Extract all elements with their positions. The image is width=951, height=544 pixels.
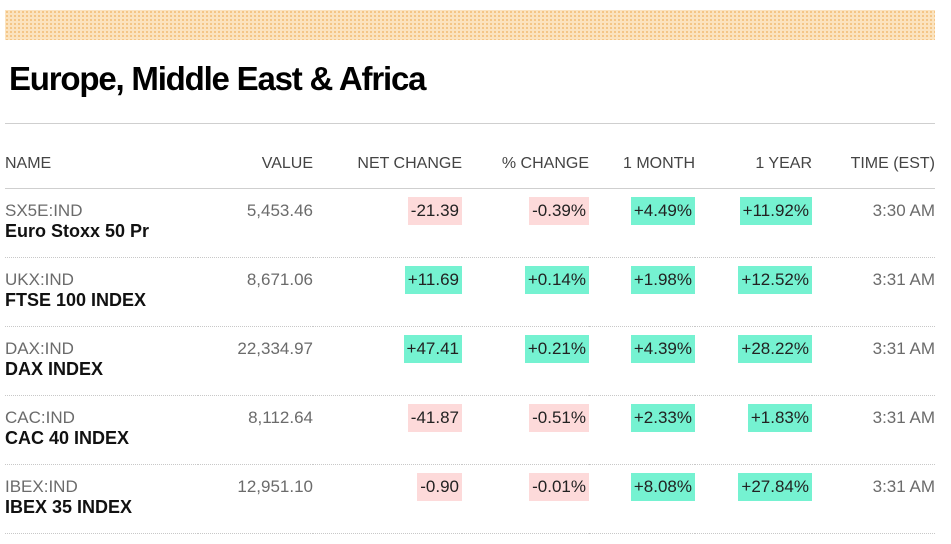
col-header-1-year[interactable]: 1 YEAR [695, 140, 812, 189]
one-year-change-badge: +28.22% [738, 335, 812, 363]
net-change-badge: +11.69 [404, 266, 462, 294]
cell-net-change: -21.39 [313, 188, 462, 258]
cell-name: DAX:IND DAX INDEX [5, 326, 198, 396]
index-name-link[interactable]: DAX INDEX [5, 359, 104, 379]
net-change-badge: +47.41 [403, 335, 462, 363]
pct-change-badge: +0.21% [524, 335, 589, 363]
cell-pct-change: -0.51% [462, 395, 589, 465]
cell-one-month-change: +2.33% [589, 395, 695, 465]
table-row[interactable]: DAX:IND DAX INDEX 22,334.97 +47.41 +0.21% +4.… [5, 326, 935, 396]
cell-pct-change: -0.01% [462, 464, 589, 534]
cell-name: IBEX:IND IBEX 35 INDEX [5, 464, 198, 534]
cell-one-month-change: +4.49% [589, 188, 695, 258]
cell-one-year-change: +12.52% [695, 257, 812, 327]
cell-pct-change: -0.39% [462, 188, 589, 258]
cell-name: UKX:IND FTSE 100 INDEX [5, 257, 198, 327]
cell-one-month-change: +1.98% [589, 257, 695, 327]
one-year-change-badge: +11.92% [739, 197, 812, 225]
cell-one-year-change: +11.92% [695, 188, 812, 258]
net-change-badge: -0.90 [417, 473, 462, 501]
one-month-change-badge: +2.33% [630, 404, 695, 432]
time-text: 3:31 AM [872, 270, 935, 289]
ticker-link[interactable]: IBEX:IND [5, 477, 78, 496]
cell-name: CAC:IND CAC 40 INDEX [5, 395, 198, 465]
time-text: 3:31 AM [872, 408, 935, 427]
pct-change-badge: +0.14% [524, 266, 589, 294]
cell-time: 3:31 AM [812, 464, 935, 534]
index-name-link[interactable]: Euro Stoxx 50 Pr [5, 221, 150, 241]
cell-time: 3:30 AM [812, 188, 935, 258]
one-month-change-badge: +4.39% [630, 335, 695, 363]
cell-value: 8,671.06 [198, 257, 313, 327]
table-row[interactable]: UKX:IND FTSE 100 INDEX 8,671.06 +11.69 +0.14… [5, 257, 935, 327]
decorative-header-band [5, 10, 935, 40]
cell-pct-change: +0.14% [462, 257, 589, 327]
cell-one-month-change: +8.08% [589, 464, 695, 534]
one-month-change-badge: +8.08% [630, 473, 695, 501]
cell-net-change: +47.41 [313, 326, 462, 396]
col-header-net-change[interactable]: NET CHANGE [313, 140, 462, 189]
cell-value: 8,112.64 [198, 395, 313, 465]
time-text: 3:31 AM [872, 339, 935, 358]
cell-value: 5,453.46 [198, 188, 313, 258]
cell-pct-change: +0.21% [462, 326, 589, 396]
table-row[interactable]: CAC:IND CAC 40 INDEX 8,112.64 -41.87 -0.51% +… [5, 395, 935, 465]
section-title: Europe, Middle East & Africa [9, 60, 426, 97]
value-text: 5,453.46 [246, 201, 313, 220]
cell-time: 3:31 AM [812, 326, 935, 396]
col-header-1-month[interactable]: 1 MONTH [589, 140, 695, 189]
index-name-link[interactable]: FTSE 100 INDEX [5, 290, 147, 310]
one-month-change-badge: +1.98% [630, 266, 695, 294]
cell-value: 12,951.10 [198, 464, 313, 534]
pct-change-badge: -0.51% [529, 404, 589, 432]
cell-one-month-change: +4.39% [589, 326, 695, 396]
one-year-change-badge: +1.83% [747, 404, 812, 432]
cell-one-year-change: +27.84% [695, 464, 812, 534]
one-year-change-badge: +12.52% [738, 266, 812, 294]
col-header-name[interactable]: NAME [5, 140, 198, 189]
table-row[interactable]: IBEX:IND IBEX 35 INDEX 12,951.10 -0.90 -0.01… [5, 464, 935, 534]
pct-change-badge: -0.01% [529, 473, 589, 501]
time-text: 3:31 AM [872, 477, 935, 496]
one-month-change-badge: +4.49% [630, 197, 695, 225]
net-change-badge: -21.39 [407, 197, 462, 225]
table-header-row: NAME VALUE NET CHANGE % CHANGE 1 MONTH 1… [5, 140, 935, 189]
cell-one-year-change: +1.83% [695, 395, 812, 465]
index-name-link[interactable]: CAC 40 INDEX [5, 428, 130, 448]
value-text: 8,112.64 [248, 408, 313, 427]
index-name-link[interactable]: IBEX 35 INDEX [5, 497, 133, 517]
cell-value: 22,334.97 [198, 326, 313, 396]
title-divider [5, 123, 935, 124]
time-text: 3:30 AM [872, 201, 935, 220]
ticker-link[interactable]: SX5E:IND [5, 201, 83, 220]
pct-change-badge: -0.39% [529, 197, 589, 225]
ticker-link[interactable]: DAX:IND [5, 339, 74, 358]
cell-name: SX5E:IND Euro Stoxx 50 Pr [5, 188, 198, 258]
cell-net-change: +11.69 [313, 257, 462, 327]
ticker-link[interactable]: CAC:IND [5, 408, 75, 427]
cell-one-year-change: +28.22% [695, 326, 812, 396]
market-table: NAME VALUE NET CHANGE % CHANGE 1 MONTH 1… [5, 140, 935, 534]
cell-time: 3:31 AM [812, 257, 935, 327]
ticker-link[interactable]: UKX:IND [5, 270, 74, 289]
table-row[interactable]: SX5E:IND Euro Stoxx 50 Pr 5,453.46 -21.39 -0… [5, 188, 935, 258]
col-header-pct-change[interactable]: % CHANGE [462, 140, 589, 189]
cell-time: 3:31 AM [812, 395, 935, 465]
value-text: 12,951.10 [237, 477, 313, 496]
one-year-change-badge: +27.84% [738, 473, 812, 501]
net-change-badge: -41.87 [407, 404, 462, 432]
cell-net-change: -41.87 [313, 395, 462, 465]
col-header-value[interactable]: VALUE [198, 140, 313, 189]
value-text: 22,334.97 [237, 339, 313, 358]
col-header-time[interactable]: TIME (EST) [812, 140, 935, 189]
cell-net-change: -0.90 [313, 464, 462, 534]
value-text: 8,671.06 [246, 270, 313, 289]
